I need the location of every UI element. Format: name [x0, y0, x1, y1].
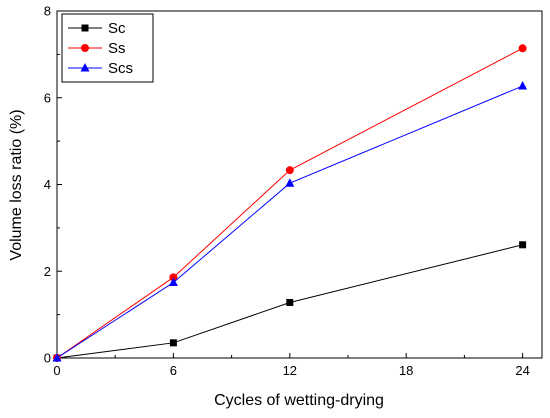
- data-point-ss: [285, 166, 294, 175]
- data-point-ss: [518, 44, 527, 53]
- y-axis-title: Volume loss ratio (%): [8, 109, 25, 260]
- x-axis: 0 6 12 18 24: [53, 353, 530, 378]
- legend-label-ss: Ss: [108, 40, 126, 57]
- y-tick-label: 6: [44, 90, 51, 105]
- y-axis: 0 2 4 6 8: [44, 4, 62, 366]
- legend-marker-ss: [81, 44, 89, 52]
- y-tick-label: 0: [44, 351, 51, 366]
- series-layer: [52, 44, 528, 362]
- legend: Sc Ss Scs: [61, 13, 154, 83]
- y-tick-label: 8: [44, 4, 51, 19]
- x-axis-title: Cycles of wetting-drying: [214, 392, 384, 409]
- series-line-ss: [56, 47, 523, 359]
- data-point-ss: [169, 273, 178, 282]
- data-point-sc: [169, 339, 177, 347]
- data-point-scs: [285, 178, 295, 187]
- x-tick-label: 24: [515, 363, 529, 378]
- series-line-sc: [56, 244, 523, 359]
- y-tick-label: 4: [44, 177, 51, 192]
- x-tick-label: 0: [53, 363, 60, 378]
- x-tick-label: 6: [170, 363, 177, 378]
- data-point-scs: [52, 353, 62, 362]
- data-point-scs: [168, 277, 178, 287]
- legend-marker-sc: [81, 24, 89, 32]
- y-tick-label: 2: [44, 264, 51, 279]
- series-line-scs: [56, 85, 523, 359]
- x-tick-label: 18: [399, 363, 413, 378]
- legend-label-scs: Scs: [108, 60, 133, 77]
- legend-label-sc: Sc: [108, 20, 126, 37]
- data-point-sc: [519, 241, 527, 249]
- legend-marker-scs: [80, 63, 90, 72]
- data-point-sc: [286, 298, 294, 306]
- x-tick-label: 12: [283, 363, 297, 378]
- data-point-scs: [518, 81, 528, 90]
